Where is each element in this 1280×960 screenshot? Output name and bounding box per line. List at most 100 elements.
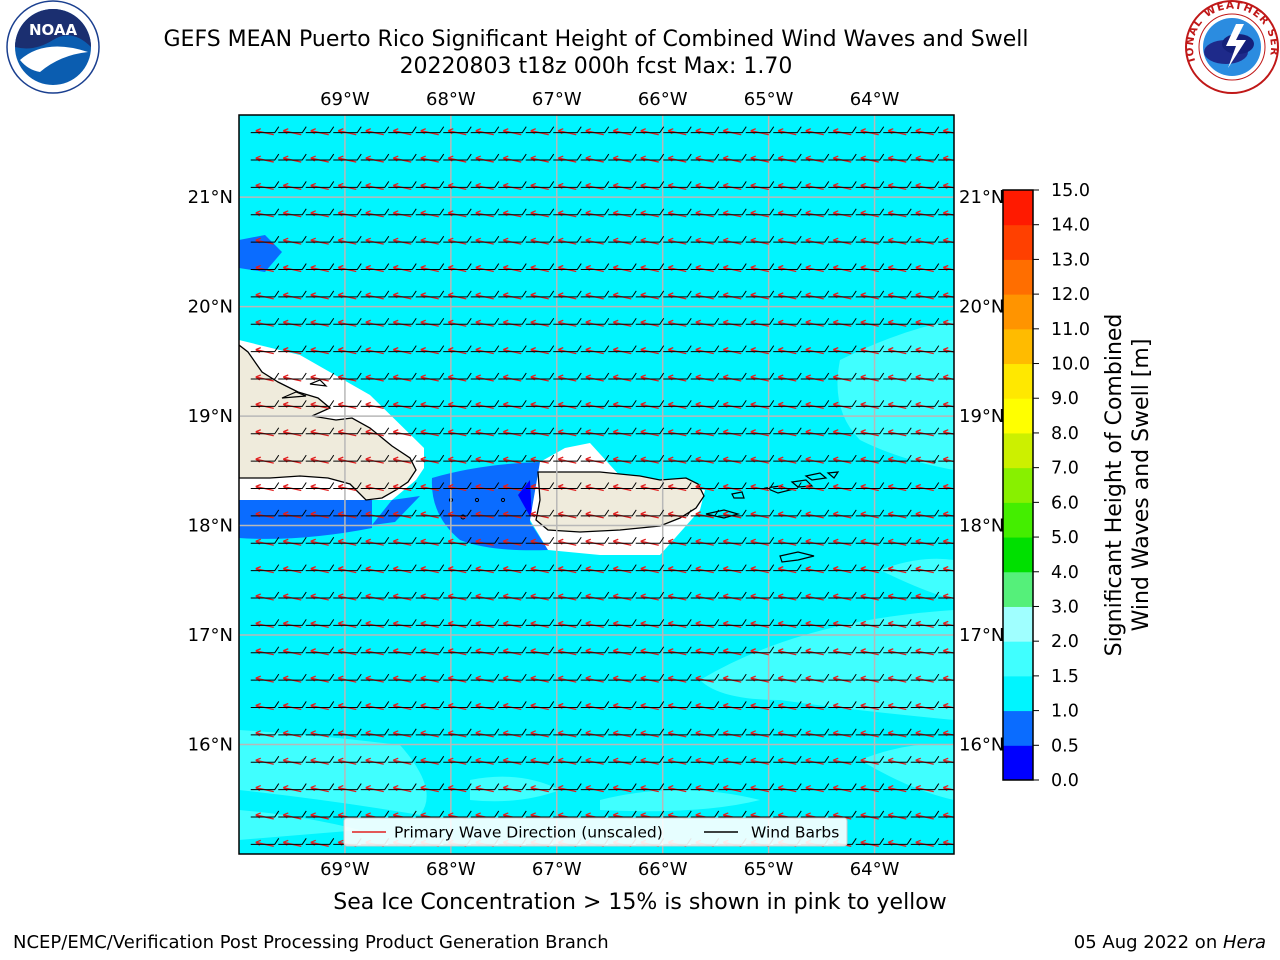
wind-barb bbox=[333, 701, 362, 708]
wind-barb bbox=[360, 591, 390, 599]
colorbar-segment bbox=[1003, 190, 1033, 226]
wind-barb bbox=[360, 181, 390, 188]
wind-barb bbox=[333, 126, 362, 134]
wind-barb bbox=[580, 810, 610, 818]
wind-barb bbox=[580, 318, 610, 325]
lat-label-right: 19°N bbox=[959, 406, 1004, 427]
wind-barb bbox=[553, 673, 582, 681]
wind-barb bbox=[305, 235, 335, 243]
wind-barb bbox=[938, 597, 954, 599]
wind-barb bbox=[470, 536, 500, 544]
wind-barb bbox=[278, 208, 307, 216]
wind-barb bbox=[525, 810, 555, 818]
wind-barb bbox=[415, 126, 445, 134]
wind-barb bbox=[910, 153, 940, 161]
wind-barb bbox=[498, 646, 527, 654]
wind-barb bbox=[388, 536, 417, 544]
lon-label-bottom: 65°W bbox=[744, 859, 794, 880]
wind-barb bbox=[828, 591, 857, 599]
wind-barb bbox=[360, 783, 390, 791]
wind-barb bbox=[553, 126, 582, 134]
wind-barb bbox=[580, 400, 610, 407]
wind-barb bbox=[360, 235, 390, 243]
wind-barb bbox=[883, 208, 912, 216]
wind-barb bbox=[333, 290, 362, 298]
wind-barb bbox=[855, 290, 885, 298]
wind-barb bbox=[718, 509, 747, 517]
lon-label-top: 68°W bbox=[426, 89, 476, 110]
wind-barb bbox=[415, 318, 445, 325]
wind-barb bbox=[498, 345, 527, 353]
wind-barb bbox=[250, 564, 280, 572]
wind-barb bbox=[663, 454, 692, 462]
wind-barb bbox=[773, 454, 802, 462]
wind-barb bbox=[855, 318, 885, 325]
wind-barb bbox=[553, 755, 582, 763]
wind-barb bbox=[305, 318, 335, 325]
wind-barb bbox=[855, 646, 885, 654]
wind-barb bbox=[278, 372, 307, 380]
wind-barb bbox=[773, 290, 802, 298]
wind-barb bbox=[498, 509, 527, 517]
wind-barb bbox=[800, 263, 830, 271]
wind-barb bbox=[828, 755, 857, 763]
wind-barb bbox=[855, 619, 885, 626]
wind-barb bbox=[305, 646, 335, 654]
wind-barb bbox=[773, 153, 802, 161]
wind-barb bbox=[745, 783, 775, 791]
wind-barb bbox=[580, 673, 610, 681]
colorbar-segment bbox=[1003, 606, 1033, 642]
wind-barb bbox=[388, 454, 417, 462]
wind-barb bbox=[525, 454, 555, 462]
wind-barb bbox=[553, 728, 582, 736]
wind-barb bbox=[525, 783, 555, 791]
wind-barb bbox=[663, 372, 692, 380]
wind-barb bbox=[278, 400, 307, 407]
wind-barb bbox=[443, 755, 472, 763]
wind-barb bbox=[470, 318, 500, 325]
wind-barb bbox=[360, 290, 390, 298]
colorbar-segment bbox=[1003, 745, 1033, 781]
wind-barb bbox=[360, 564, 390, 572]
wind-barb bbox=[305, 400, 335, 407]
wind-barb bbox=[608, 126, 637, 134]
wind-barb bbox=[883, 728, 912, 736]
wind-barb bbox=[608, 482, 637, 489]
wind-barb bbox=[415, 755, 445, 763]
wind-barb bbox=[828, 235, 857, 243]
wind-barb bbox=[608, 591, 637, 599]
wind-barb bbox=[470, 783, 500, 791]
wind-barb bbox=[415, 400, 445, 407]
wind-barb bbox=[388, 619, 417, 626]
colorbar-tick-label: 5.0 bbox=[1051, 528, 1079, 548]
wind-barb bbox=[580, 482, 610, 489]
wind-barb bbox=[305, 591, 335, 599]
wind-barb bbox=[938, 378, 954, 380]
wind-barb bbox=[333, 454, 362, 462]
wind-barb bbox=[608, 235, 637, 243]
wind-barb bbox=[663, 263, 692, 271]
wind-barb bbox=[773, 372, 802, 380]
wind-barb bbox=[498, 619, 527, 626]
wind-barb bbox=[883, 755, 912, 763]
wind-barb bbox=[800, 290, 830, 298]
wind-barb bbox=[470, 509, 500, 517]
wind-barb bbox=[828, 564, 857, 572]
wind-barb bbox=[938, 679, 954, 681]
wind-barb bbox=[525, 755, 555, 763]
wind-barb bbox=[250, 427, 280, 435]
wind-barb bbox=[938, 214, 954, 216]
wind-barb bbox=[745, 509, 775, 517]
wind-barb bbox=[580, 345, 610, 353]
wind-barb bbox=[690, 235, 720, 243]
wind-barb bbox=[855, 482, 885, 489]
wind-barb bbox=[690, 454, 720, 462]
wind-barb bbox=[635, 181, 665, 188]
wind-barb bbox=[635, 509, 665, 517]
lon-label-top: 64°W bbox=[850, 89, 900, 110]
wind-barb bbox=[855, 263, 885, 271]
wind-barb bbox=[910, 591, 940, 599]
wind-barb bbox=[883, 263, 912, 271]
colorbar-tick-label: 1.0 bbox=[1051, 702, 1079, 722]
wind-barb bbox=[773, 427, 802, 435]
